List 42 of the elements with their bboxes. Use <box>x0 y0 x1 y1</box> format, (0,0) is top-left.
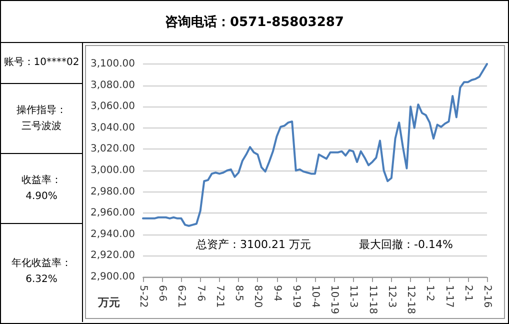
annotation: 总资产：3100.21 万元 <box>195 238 311 251</box>
y-tick-label: 2,980.00 <box>90 186 135 198</box>
text: 操作指导： <box>16 104 66 118</box>
x-tick-label: 11-18 <box>366 285 378 314</box>
y-tick-label: 3,020.00 <box>90 144 135 155</box>
y-tick-label: 3,080.00 <box>90 80 135 91</box>
y-axis-title: 万元 <box>97 296 120 309</box>
x-tick-label: 9-19 <box>290 285 302 308</box>
y-tick-label: 3,000.00 <box>90 165 135 176</box>
x-tick-label: 1-17 <box>443 285 454 308</box>
x-tick-label: 5-22 <box>138 285 148 308</box>
y-tick-label: 2,960.00 <box>90 208 135 219</box>
x-tick-label: 8-20 <box>252 285 264 308</box>
text: 6.32% <box>26 273 58 287</box>
y-tick-label: 3,040.00 <box>90 122 135 134</box>
x-tick-label: 12-18 <box>405 285 416 314</box>
annotation: 最大回撤：-0.14% <box>359 238 453 251</box>
y-tick-label: 2,920.00 <box>90 250 135 262</box>
x-tick-label: 9-4 <box>271 285 282 302</box>
x-tick-label: 10-19 <box>328 285 340 314</box>
y-tick-label: 2,940.00 <box>90 228 135 240</box>
x-tick-label: 7-21 <box>214 285 225 308</box>
text: 账号：10****02 <box>4 56 80 70</box>
text: 三号波波 <box>22 120 62 134</box>
x-tick-label: 11-3 <box>348 285 359 308</box>
x-tick-label: 6-6 <box>156 285 168 302</box>
y-tick-label: 3,100.00 <box>90 58 135 70</box>
x-tick-label: 10-4 <box>310 285 320 308</box>
y-tick-label: 2,900.00 <box>90 272 135 282</box>
chart-title: 咨询电话：0571-85803287 <box>1 1 508 43</box>
x-tick-label: 8-5 <box>233 285 244 302</box>
x-tick-label: 12-3 <box>386 285 397 308</box>
x-tick-label: 2-16 <box>482 285 492 308</box>
x-tick-label: 6-21 <box>176 285 187 308</box>
x-tick-label: 2-1 <box>462 285 474 302</box>
x-tick-label: 7-6 <box>194 285 206 302</box>
line-series <box>142 63 488 227</box>
y-tick-label: 3,060.00 <box>90 101 135 112</box>
text: 4.90% <box>26 190 58 204</box>
text: 收益率： <box>22 174 62 188</box>
text: 年化收益率： <box>12 256 72 271</box>
x-tick-label: 1-2 <box>424 285 436 302</box>
